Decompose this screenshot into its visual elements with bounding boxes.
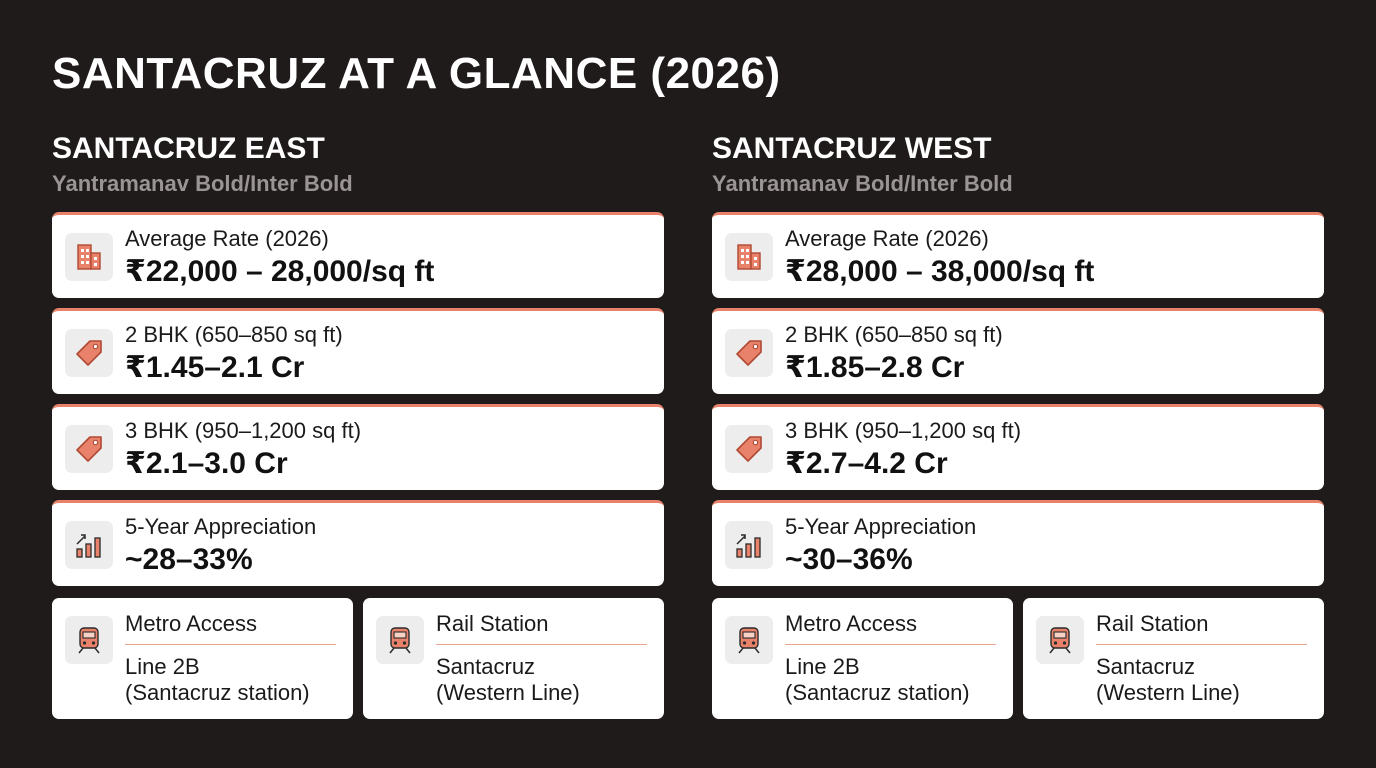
building-icon bbox=[725, 233, 773, 281]
column-title: SANTACRUZ EAST bbox=[52, 132, 325, 165]
column-subtitle: Yantramanav Bold/Inter Bold bbox=[712, 171, 1013, 196]
card-value: ~28–33% bbox=[125, 543, 253, 576]
price-tag-icon bbox=[65, 425, 113, 473]
divider bbox=[436, 644, 647, 645]
card-value: ₹1.45–2.1 Cr bbox=[125, 351, 305, 384]
average-rate-card: Average Rate (2026) ₹28,000 – 38,000/sq … bbox=[712, 212, 1324, 298]
divider bbox=[125, 644, 336, 645]
card-label: Average Rate (2026) bbox=[125, 226, 329, 251]
two-bhk-card: 2 BHK (650–850 sq ft) ₹1.45–2.1 Cr bbox=[52, 308, 664, 394]
divider bbox=[785, 644, 996, 645]
card-label: Rail Station bbox=[1096, 611, 1209, 636]
growth-chart-icon bbox=[65, 521, 113, 569]
card-line-2: (Western Line) bbox=[436, 680, 580, 705]
card-value: ~30–36% bbox=[785, 543, 913, 576]
card-label: Metro Access bbox=[125, 611, 258, 636]
train-icon bbox=[1036, 616, 1084, 664]
card-line-2: (Santacruz station) bbox=[125, 680, 310, 705]
card-label: Metro Access bbox=[785, 611, 918, 636]
column-subtitle: Yantramanav Bold/Inter Bold bbox=[52, 171, 353, 196]
divider bbox=[1096, 644, 1307, 645]
appreciation-card: 5-Year Appreciation ~30–36% bbox=[712, 500, 1324, 586]
card-value: ₹28,000 – 38,000/sq ft bbox=[785, 255, 1095, 288]
card-value: ₹2.7–4.2 Cr bbox=[785, 447, 948, 480]
column-santacruz-east: SANTACRUZ EAST Yantramanav Bold/Inter Bo… bbox=[52, 130, 664, 719]
two-bhk-card: 2 BHK (650–850 sq ft) ₹1.85–2.8 Cr bbox=[712, 308, 1324, 394]
metro-access-card: Metro Access Line 2B (Santacruz station) bbox=[712, 598, 1013, 719]
card-line-1: Line 2B bbox=[125, 654, 200, 679]
rail-station-card: Rail Station Santacruz (Western Line) bbox=[363, 598, 664, 719]
column-santacruz-west: SANTACRUZ WEST Yantramanav Bold/Inter Bo… bbox=[712, 130, 1324, 719]
average-rate-card: Average Rate (2026) ₹22,000 – 28,000/sq … bbox=[52, 212, 664, 298]
price-tag-icon bbox=[65, 329, 113, 377]
card-value: ₹1.85–2.8 Cr bbox=[785, 351, 965, 384]
building-icon bbox=[65, 233, 113, 281]
train-icon bbox=[65, 616, 113, 664]
card-line-1: Santacruz bbox=[436, 654, 536, 679]
card-label: 3 BHK (950–1,200 sq ft) bbox=[125, 418, 362, 443]
train-icon bbox=[725, 616, 773, 664]
price-tag-icon bbox=[725, 329, 773, 377]
appreciation-card: 5-Year Appreciation ~28–33% bbox=[52, 500, 664, 586]
card-value: ₹22,000 – 28,000/sq ft bbox=[125, 255, 435, 288]
card-label: Rail Station bbox=[436, 611, 549, 636]
train-icon bbox=[376, 616, 424, 664]
card-label: 2 BHK (650–850 sq ft) bbox=[785, 322, 1003, 347]
three-bhk-card: 3 BHK (950–1,200 sq ft) ₹2.7–4.2 Cr bbox=[712, 404, 1324, 490]
card-line-2: (Santacruz station) bbox=[785, 680, 970, 705]
card-label: 2 BHK (650–850 sq ft) bbox=[125, 322, 343, 347]
card-label: 3 BHK (950–1,200 sq ft) bbox=[785, 418, 1022, 443]
rail-station-card: Rail Station Santacruz (Western Line) bbox=[1023, 598, 1324, 719]
card-line-1: Santacruz bbox=[1096, 654, 1196, 679]
card-line-2: (Western Line) bbox=[1096, 680, 1240, 705]
card-value: ₹2.1–3.0 Cr bbox=[125, 447, 288, 480]
card-label: Average Rate (2026) bbox=[785, 226, 989, 251]
price-tag-icon bbox=[725, 425, 773, 473]
column-title: SANTACRUZ WEST bbox=[712, 132, 992, 165]
metro-access-card: Metro Access Line 2B (Santacruz station) bbox=[52, 598, 353, 719]
page-title: SANTACRUZ AT A GLANCE (2026) bbox=[52, 49, 781, 98]
card-label: 5-Year Appreciation bbox=[785, 514, 977, 539]
card-line-1: Line 2B bbox=[785, 654, 860, 679]
growth-chart-icon bbox=[725, 521, 773, 569]
three-bhk-card: 3 BHK (950–1,200 sq ft) ₹2.1–3.0 Cr bbox=[52, 404, 664, 490]
card-label: 5-Year Appreciation bbox=[125, 514, 317, 539]
